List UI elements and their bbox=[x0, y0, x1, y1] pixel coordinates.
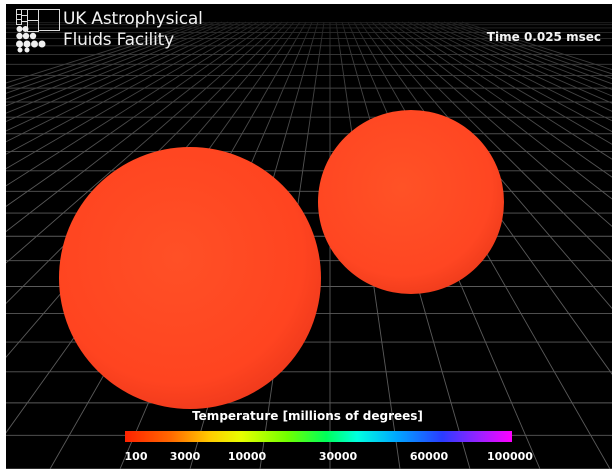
colorbar-tick-label: 30000 bbox=[318, 450, 358, 463]
colorbar-tick-label: 10000 bbox=[227, 450, 267, 463]
frame-border-left bbox=[0, 0, 6, 469]
temperature-colorbar bbox=[125, 431, 512, 442]
time-value: 0.025 bbox=[523, 30, 562, 44]
frame-border-top bbox=[0, 0, 615, 4]
colorbar-tick-label: 3000 bbox=[169, 450, 201, 463]
time-label: Time bbox=[486, 30, 520, 44]
large-star-sphere bbox=[59, 147, 321, 409]
logo-line-2: Fluids Facility bbox=[63, 30, 174, 50]
logo-line-1: UK Astrophysical bbox=[63, 9, 203, 29]
ukaff-logo: UK Astrophysical Fluids Facility bbox=[16, 9, 203, 53]
logo-text: UK Astrophysical Fluids Facility bbox=[63, 9, 203, 51]
ukaff-logo-icon bbox=[16, 9, 60, 53]
small-star-sphere bbox=[318, 110, 504, 294]
horizon-fade bbox=[0, 0, 615, 200]
time-unit: msec bbox=[566, 30, 601, 44]
colorbar-tick-label: 100000 bbox=[487, 450, 533, 463]
frame-border-right bbox=[612, 0, 615, 469]
colorbar-tick-label: 60000 bbox=[409, 450, 449, 463]
colorbar-tick-label: 100 bbox=[124, 450, 148, 463]
colorbar-title: Temperature [millions of degrees] bbox=[192, 409, 423, 423]
time-readout: Time 0.025 msec bbox=[487, 30, 601, 44]
